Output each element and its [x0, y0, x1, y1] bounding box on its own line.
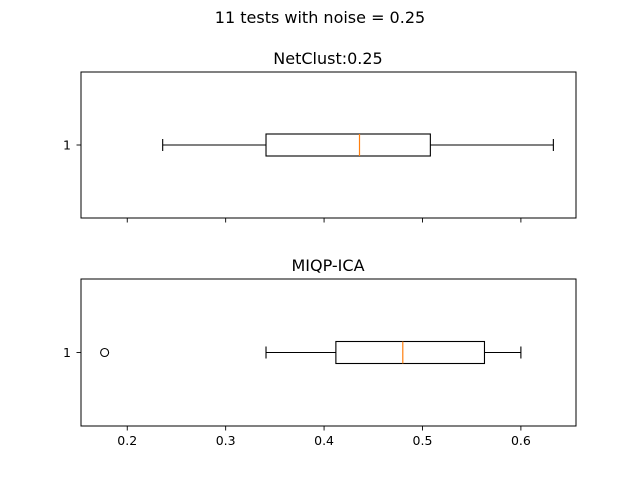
- netclust-box: [265, 133, 431, 157]
- netclust-ytick-label: 1: [63, 138, 71, 153]
- miqp-ica-xtick-label: 0.4: [314, 433, 334, 448]
- miqp-ica-title: MIQP-ICA: [291, 256, 364, 275]
- miqp-ica-boxplot: [100, 340, 522, 365]
- netclust-ticks: 1: [63, 138, 522, 223]
- miqp-ica-outlier: [100, 347, 110, 358]
- miqp-ica-xtick-label: 0.3: [216, 433, 236, 448]
- netclust-panel: NetClust:0.25 1: [63, 49, 577, 223]
- miqp-ica-panel: MIQP-ICA 0.2 0.3 0.4 0.5 0.6 1: [63, 256, 577, 448]
- netclust-title: NetClust:0.25: [273, 49, 382, 68]
- figure-suptitle: 11 tests with noise = 0.25: [215, 8, 425, 27]
- miqp-ica-box: [335, 340, 486, 365]
- netclust-boxplot: [162, 133, 554, 157]
- miqp-ica-xtick-label: 0.2: [117, 433, 137, 448]
- miqp-ica-ticks: 0.2 0.3 0.4 0.5 0.6 1: [63, 345, 531, 448]
- miqp-ica-xtick-label: 0.5: [413, 433, 433, 448]
- miqp-ica-xtick-label: 0.6: [511, 433, 531, 448]
- miqp-ica-ytick-label: 1: [63, 345, 71, 360]
